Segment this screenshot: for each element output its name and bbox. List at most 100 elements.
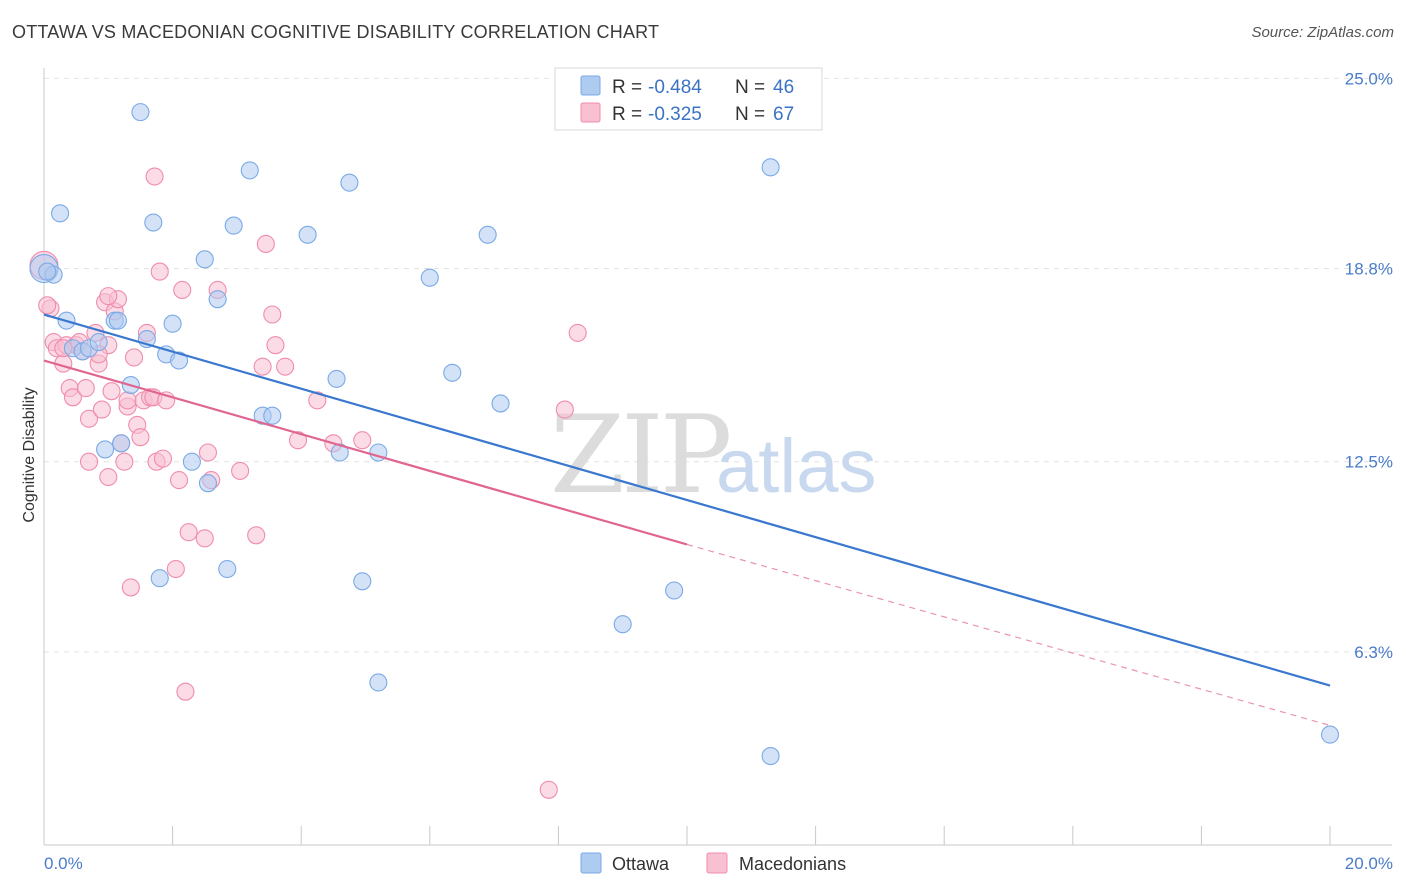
macedonians-point [118, 391, 137, 410]
ottawa-point [208, 290, 227, 309]
ottawa-point [340, 173, 359, 192]
ottawa-point [327, 369, 346, 388]
x-tick-label: 0.0% [44, 854, 83, 873]
macedonians-point [79, 452, 99, 471]
ottawa-point [150, 569, 169, 588]
macedonians-point [231, 461, 250, 480]
legend-n-label: N = [735, 77, 765, 98]
legend-swatch-macedonians [580, 102, 601, 123]
macedonians-point [353, 431, 372, 450]
legend-r-value-ottawa: -0.484 [648, 77, 702, 98]
macedonians-points [29, 167, 587, 799]
macedonians-point [539, 780, 558, 799]
macedonians-point [124, 348, 144, 367]
ottawa-point [491, 394, 510, 413]
y-tick-label: 18.8% [1345, 260, 1393, 279]
x-tick-labels: 0.0% 20.0% [44, 854, 1393, 873]
legend-r-value-macedonians: -0.325 [648, 104, 702, 125]
macedonians-point [263, 305, 282, 324]
legend-box: R = -0.484 N = 46 R = -0.325 N = 67 [554, 67, 823, 131]
ottawa-point [665, 581, 684, 600]
trend-lines [43, 313, 1331, 726]
watermark-atlas: atlas [716, 424, 877, 509]
macedonians-point [276, 357, 295, 376]
ottawa-point [182, 452, 201, 471]
macedonians-trend-extension [686, 543, 1331, 726]
ottawa-point [169, 351, 189, 370]
macedonians-point [166, 559, 185, 579]
ottawa-point [198, 474, 218, 493]
ottawa-point [108, 311, 127, 330]
legend-n-value-ottawa: 46 [773, 77, 794, 98]
macedonians-point [145, 167, 164, 186]
macedonians-point [99, 467, 118, 487]
legend-row-ottawa: R = -0.484 N = 46 [580, 75, 794, 98]
macedonians-point [247, 526, 266, 545]
macedonians-point [176, 682, 195, 701]
ottawa-point [761, 747, 780, 766]
macedonians-point [179, 523, 198, 542]
ottawa-point [224, 216, 243, 235]
bottom-legend-swatch-macedonians [706, 852, 728, 874]
axes [43, 68, 1392, 846]
macedonians-point [150, 262, 169, 281]
legend-n-value-macedonians: 67 [773, 104, 794, 125]
y-tick-label: 25.0% [1345, 69, 1393, 88]
ottawa-point [478, 225, 497, 244]
ottawa-point [218, 559, 237, 579]
y-tick-label: 12.5% [1345, 453, 1393, 472]
watermark: ZIP atlas [550, 393, 877, 518]
macedonians-point [131, 428, 150, 447]
ottawa-point [613, 615, 632, 634]
x-tick-label: 20.0% [1345, 854, 1393, 873]
macedonians-point [76, 379, 95, 398]
ottawa-point [263, 406, 282, 425]
ottawa-point [353, 572, 372, 591]
ottawa-point [761, 158, 780, 177]
ottawa-point [369, 673, 388, 692]
macedonians-point [63, 388, 82, 407]
macedonians-point [115, 452, 134, 471]
ottawa-point [89, 333, 108, 352]
macedonians-point [253, 357, 272, 376]
macedonians-point [92, 400, 111, 419]
chart-title: OTTAWA VS MACEDONIAN COGNITIVE DISABILIT… [12, 22, 660, 42]
ottawa-point [1320, 725, 1340, 744]
macedonians-point [555, 400, 574, 419]
macedonians-trend-line [43, 359, 688, 546]
y-tick-label: 6.3% [1354, 643, 1393, 662]
macedonians-point [153, 449, 173, 468]
grid-lines [44, 77, 1392, 653]
bottom-legend-label-ottawa: Ottawa [612, 854, 670, 874]
ottawa-trend-line [43, 313, 1331, 687]
ottawa-point [131, 103, 150, 122]
y-axis-label: Cognitive Disability [21, 387, 38, 522]
macedonians-point [198, 443, 218, 462]
source-credit: Source: ZipAtlas.com [1251, 24, 1394, 41]
ottawa-point [443, 363, 462, 382]
macedonians-point [38, 296, 57, 315]
ottawa-point [96, 440, 115, 459]
bottom-legend-label-macedonians: Macedonians [739, 854, 846, 874]
y-tick-labels: 6.3% 12.5% 18.8% 25.0% [1345, 69, 1393, 661]
ottawa-point [38, 262, 57, 281]
ottawa-point [240, 161, 259, 180]
legend-swatch-ottawa [580, 75, 601, 96]
bottom-legend: Ottawa Macedonians [580, 852, 846, 874]
macedonians-point [308, 391, 327, 410]
macedonians-point [256, 234, 275, 254]
ottawa-points [29, 103, 1340, 766]
legend-row-macedonians: R = -0.325 N = 67 [580, 102, 794, 125]
macedonians-point [568, 323, 587, 342]
ottawa-point [298, 225, 317, 244]
legend-r-label: R = [612, 104, 642, 125]
ottawa-point [163, 314, 182, 333]
ottawa-point [144, 213, 163, 232]
macedonians-point [102, 382, 121, 401]
watermark-zip: ZIP [550, 393, 729, 518]
macedonians-point [79, 409, 99, 428]
macedonians-point [288, 431, 308, 450]
macedonians-point [266, 336, 285, 355]
macedonians-point [169, 471, 189, 490]
